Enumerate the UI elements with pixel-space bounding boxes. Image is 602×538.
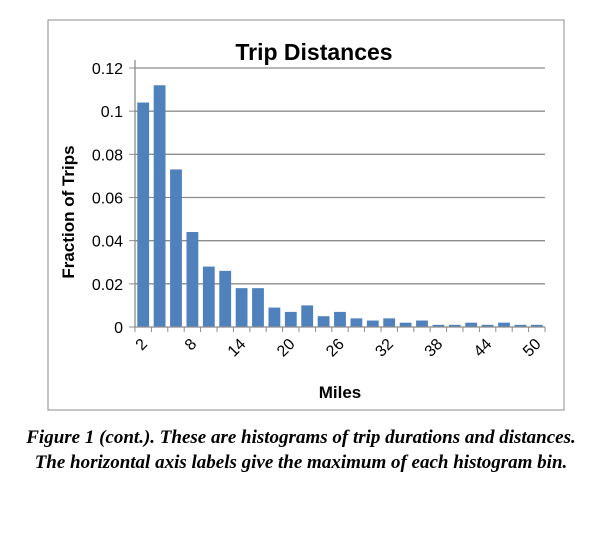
y-tick-label: 0.1 <box>101 104 123 121</box>
bar <box>301 305 314 327</box>
bar <box>219 270 232 327</box>
x-tick-labels: 2 8 14 20 26 32 38 44 50 <box>133 336 545 361</box>
bar <box>432 324 445 327</box>
x-tick-label: 20 <box>274 336 299 361</box>
y-tick-label: 0.02 <box>92 277 123 294</box>
x-tick-label: 2 <box>133 336 151 354</box>
bar <box>334 311 346 327</box>
x-tick-label: 32 <box>372 336 397 361</box>
bar <box>383 318 396 327</box>
bar <box>448 324 461 327</box>
chart-title: Trip Distances <box>235 39 392 65</box>
y-tick-label: 0.08 <box>92 147 123 164</box>
x-axis-label: Miles <box>319 383 362 402</box>
figure-caption: Figure 1 (cont.). These are histograms o… <box>26 427 576 473</box>
bar <box>514 324 527 327</box>
bar <box>465 322 478 327</box>
chart: 0 0.02 0.04 0.06 0.08 0.1 0.12 2 8 14 20 26 32 38 44 5… <box>47 19 565 411</box>
gridlines <box>135 67 545 285</box>
y-tick-label: 0.12 <box>92 61 123 78</box>
bar <box>350 318 363 327</box>
bar <box>317 316 330 327</box>
y-tick-label: 0.04 <box>92 234 123 251</box>
x-tick-label: 26 <box>323 336 348 361</box>
bar <box>252 288 264 327</box>
bar <box>268 307 281 327</box>
y-tick-label: 0.06 <box>92 191 123 208</box>
bar <box>399 322 412 327</box>
bar <box>530 324 543 327</box>
x-tick-label: 44 <box>471 336 496 361</box>
bar <box>416 320 428 327</box>
x-tick-label: 50 <box>520 336 545 361</box>
bar <box>186 232 199 327</box>
bar <box>481 324 494 327</box>
y-tick-label: 0 <box>114 320 123 337</box>
x-tick-label: 14 <box>225 336 250 361</box>
bars <box>137 85 543 328</box>
chart-frame <box>47 19 565 411</box>
x-tick-label: 38 <box>422 336 447 361</box>
bar <box>202 266 215 327</box>
bar <box>137 102 150 328</box>
bar <box>498 322 510 327</box>
bar <box>153 85 166 328</box>
y-axis-label: Fraction of Trips <box>59 145 78 278</box>
y-tick-labels: 0 0.02 0.04 0.06 0.08 0.1 0.12 <box>92 61 135 337</box>
bar <box>170 169 182 327</box>
bar <box>284 311 297 327</box>
bar <box>366 320 379 327</box>
axes <box>134 60 546 332</box>
bar <box>235 288 248 327</box>
x-tick-label: 8 <box>182 336 200 354</box>
